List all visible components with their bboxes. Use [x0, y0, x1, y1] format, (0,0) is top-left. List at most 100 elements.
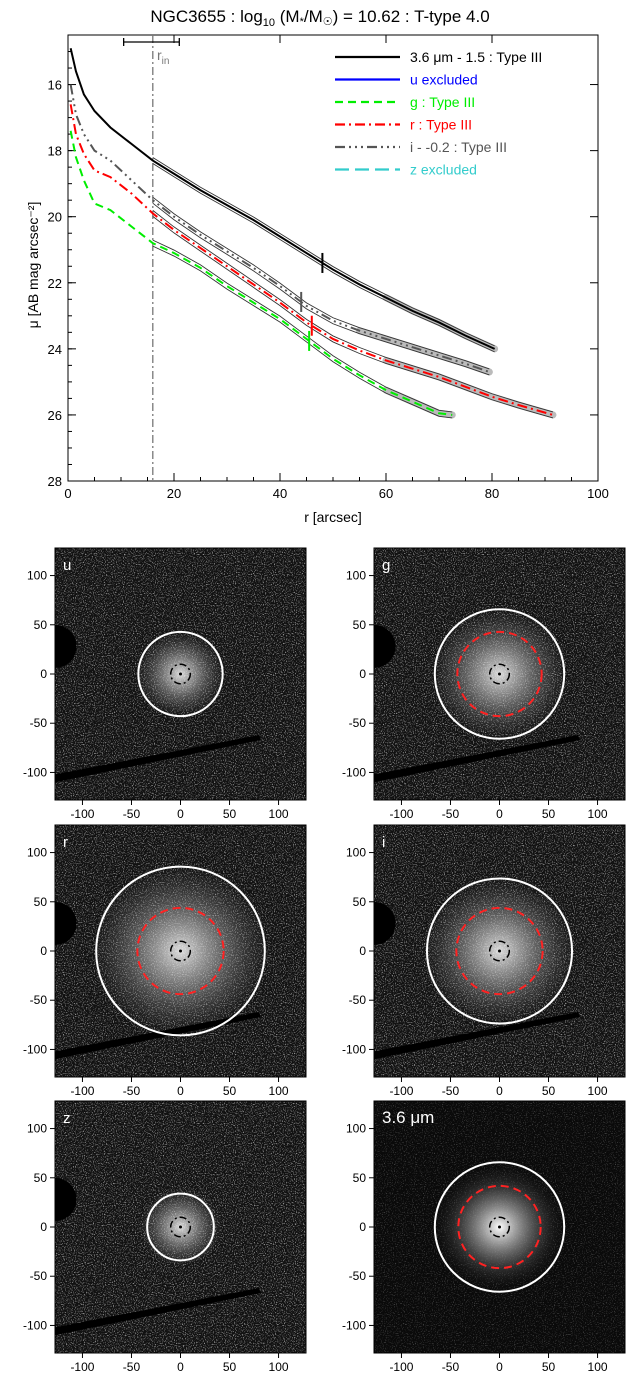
masked-star [55, 1177, 77, 1222]
center-dot [179, 949, 182, 953]
panel-y-tick-label: 0 [359, 944, 366, 958]
panel-y-tick-label: 50 [34, 895, 48, 909]
legend-label-i: i - -0.2 : Type III [410, 139, 507, 155]
outer-ellipse [146, 1192, 215, 1262]
panel-label: r [63, 834, 68, 851]
panel-y-tick-label: 50 [353, 618, 367, 632]
image-panel-g: g -100 -50 0 50 100 100 50 0 -50 -100 [342, 547, 626, 821]
panel-x-tick-label: -50 [442, 807, 460, 821]
panel-x-tick-label: -100 [70, 807, 94, 821]
panel-y-tick-label: 100 [27, 846, 47, 860]
panel-x-tick-label: 100 [269, 807, 289, 821]
panel-y-tick-label: -100 [23, 1318, 47, 1332]
image-panel-r: r -100 -50 0 50 100 100 50 0 -50 -100 [23, 824, 307, 1098]
panel-x-tick-label: -50 [123, 807, 141, 821]
chart-title: NGC3655 : log10 (M*/M☉) = 10.62 : T-type… [150, 7, 489, 29]
rin-label: rin [157, 47, 169, 67]
inner-ellipse [169, 940, 192, 962]
fit-line-r [152, 216, 554, 419]
break-ellipse [455, 906, 544, 996]
panel-x-tick-label: -100 [389, 807, 413, 821]
y-tick-label: 18 [48, 144, 62, 159]
panel-y-tick-label: -100 [342, 1042, 366, 1056]
panel-x-tick-label: 0 [177, 1360, 184, 1374]
fit-line-i [152, 196, 490, 370]
y-tick-label: 20 [48, 210, 62, 225]
panel-y-tick-label: 50 [353, 1171, 367, 1185]
panel-y-tick-label: -50 [349, 993, 367, 1007]
masked-trail [55, 1288, 261, 1336]
y-tick-label: 24 [48, 342, 62, 357]
center-dot [179, 1225, 182, 1229]
x-tick-label: 0 [64, 486, 71, 501]
panel-x-tick-label: 0 [496, 1360, 503, 1374]
legend-label-z: z excluded [410, 162, 477, 178]
panel-label: z [63, 1110, 71, 1127]
panel-label: g [382, 557, 390, 574]
profile-line-r [69, 104, 554, 416]
center-dot [498, 949, 501, 953]
panel-x-tick-label: 100 [588, 1360, 608, 1374]
panel-label: 3.6 μm [382, 1108, 434, 1127]
masked-trail [374, 735, 580, 783]
y-tick-label: 16 [48, 78, 62, 93]
inner-ellipse [488, 1216, 511, 1238]
y-axis-label: μ [AB mag arcsec⁻²] [25, 202, 41, 329]
image-panel-i: i -100 -50 0 50 100 100 50 0 -50 -100 [342, 824, 626, 1098]
legend: 3.6 μm - 1.5 : Type III u excluded g : Typ… [335, 49, 542, 178]
panel-x-tick-label: -100 [70, 1360, 94, 1374]
inner-ellipse [488, 940, 511, 962]
x-tick-label: 20 [167, 486, 181, 501]
panel-x-tick-label: 50 [542, 1360, 556, 1374]
inner-ellipse [488, 663, 511, 685]
panel-x-tick-label: 0 [496, 807, 503, 821]
legend-label-u: u excluded [410, 72, 478, 88]
profile-line-irac [69, 47, 496, 350]
panel-y-tick-label: -50 [349, 1269, 367, 1283]
panel-y-tick-label: -100 [342, 765, 366, 779]
image-panels: u -100 -50 0 50 100 100 50 0 -50 -100 g -100 -50 0 50 10… [23, 547, 626, 1374]
masked-trail [374, 1012, 580, 1060]
panel-x-tick-label: 0 [177, 807, 184, 821]
outer-ellipse [433, 608, 566, 740]
panel-x-tick-label: 0 [496, 1084, 503, 1098]
panel-x-tick-label: -50 [123, 1360, 141, 1374]
fit-line-i [152, 202, 490, 376]
y-tick-label: 28 [48, 474, 62, 489]
masked-star [55, 624, 77, 669]
panel-x-tick-label: 50 [223, 1084, 237, 1098]
panel-y-tick-label: 50 [353, 895, 367, 909]
plot-frame [67, 34, 599, 482]
x-tick-label: 40 [273, 486, 287, 501]
panel-y-tick-label: 100 [27, 1122, 47, 1136]
panel-y-tick-label: 0 [359, 667, 366, 681]
panel-x-tick-label: -50 [442, 1360, 460, 1374]
panel-y-tick-label: 100 [346, 1122, 366, 1136]
panel-y-tick-label: -50 [349, 716, 367, 730]
fit-line-g [152, 239, 453, 413]
fit-line-irac [152, 157, 495, 347]
panel-y-tick-label: -50 [30, 993, 48, 1007]
inner-ellipse [169, 1216, 192, 1238]
panel-x-tick-label: -50 [442, 1084, 460, 1098]
masked-trail [55, 735, 261, 783]
image-panel-3.6-μm: 3.6 μm -100 -50 0 50 100 100 50 0 -50 -100 [342, 1100, 626, 1374]
panel-x-tick-label: -100 [389, 1360, 413, 1374]
legend-label-r: r : Type III [410, 117, 472, 133]
panel-x-tick-label: 100 [588, 807, 608, 821]
x-axis-label: r [arcsec] [304, 509, 362, 525]
center-dot [498, 1225, 501, 1229]
panel-x-tick-label: -100 [70, 1084, 94, 1098]
center-dot [498, 672, 501, 676]
image-panel-z: z -100 -50 0 50 100 100 50 0 -50 -100 [23, 1100, 307, 1374]
panel-x-tick-label: 0 [177, 1084, 184, 1098]
panel-label: i [382, 834, 385, 851]
x-tick-label: 80 [485, 486, 499, 501]
masked-star [374, 624, 396, 669]
break-ellipse [136, 906, 225, 996]
panel-label: u [63, 557, 71, 574]
outer-ellipse [137, 630, 224, 718]
x-tick-label: 60 [379, 486, 393, 501]
